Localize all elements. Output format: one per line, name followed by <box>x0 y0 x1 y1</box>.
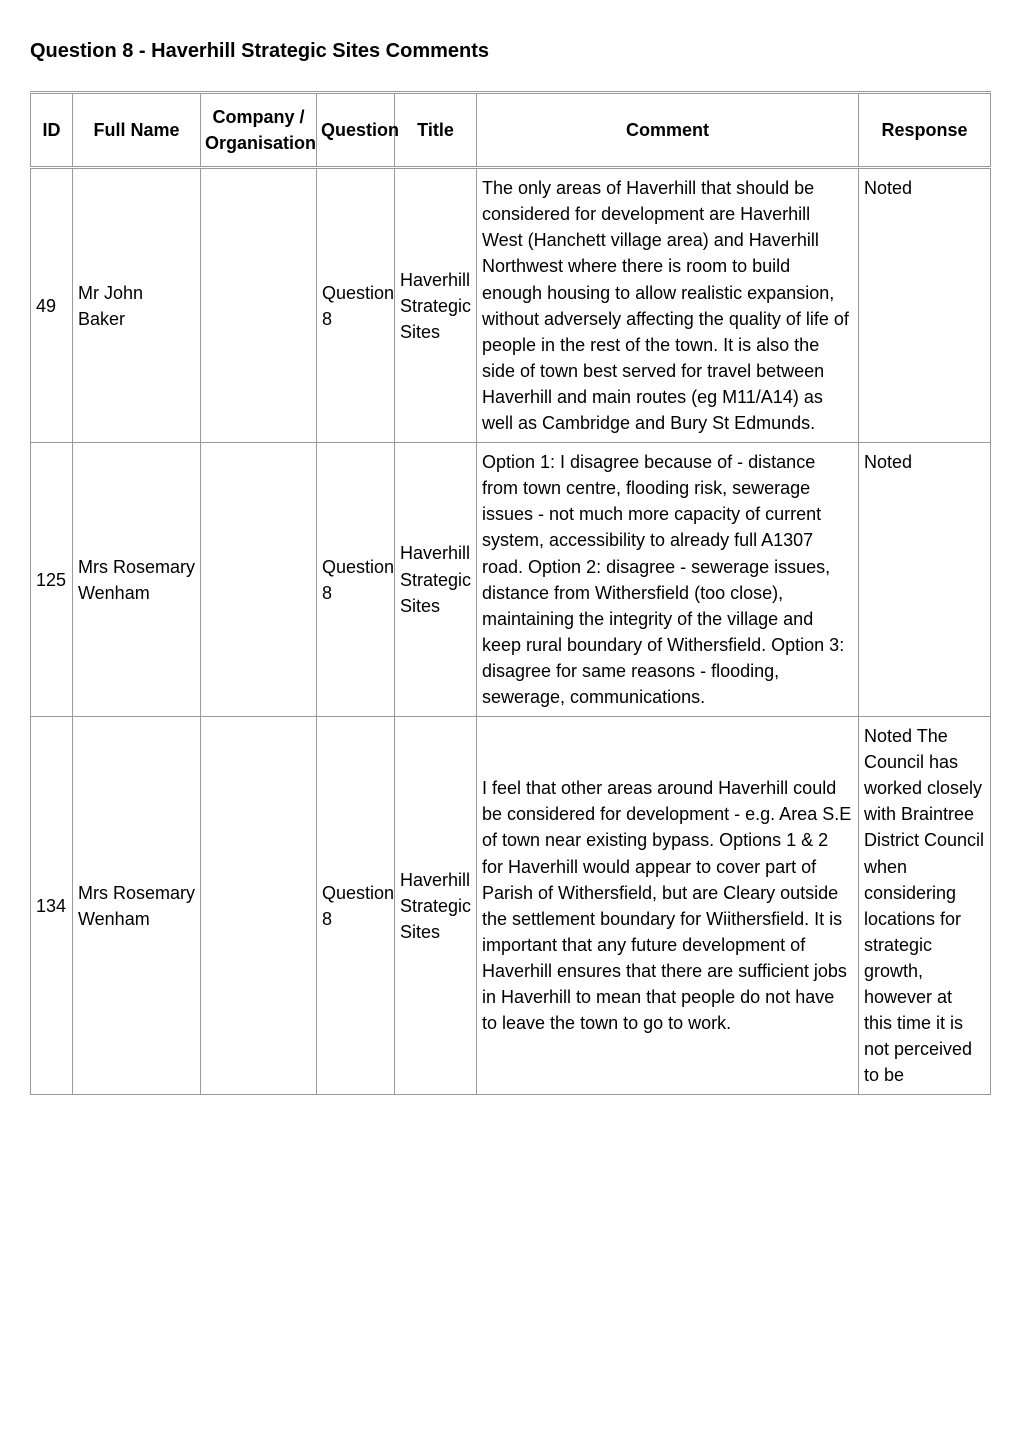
header-response: Response <box>859 93 991 168</box>
cell-comment: The only areas of Haverhill that should … <box>477 168 859 443</box>
page-title: Question 8 - Haverhill Strategic Sites C… <box>30 40 990 63</box>
cell-comment: Option 1: I disagree because of - distan… <box>477 443 859 717</box>
cell-id: 49 <box>31 168 73 443</box>
table-row: 125 Mrs Rosemary Wenham Question 8 Haver… <box>31 443 991 717</box>
header-id: ID <box>31 93 73 168</box>
header-comment: Comment <box>477 93 859 168</box>
comments-table: ID Full Name Company / Organisation Ques… <box>30 91 991 1095</box>
cell-response: Noted <box>859 443 991 717</box>
cell-title: Haverhill Strategic Sites <box>395 443 477 717</box>
header-question: Question <box>317 93 395 168</box>
table-row: 134 Mrs Rosemary Wenham Question 8 Haver… <box>31 717 991 1095</box>
cell-id: 125 <box>31 443 73 717</box>
cell-question: Question 8 <box>317 443 395 717</box>
cell-question: Question 8 <box>317 168 395 443</box>
cell-response: Noted <box>859 168 991 443</box>
cell-response: Noted The Council has worked closely wit… <box>859 717 991 1095</box>
cell-company <box>201 717 317 1095</box>
cell-company <box>201 443 317 717</box>
header-title: Title <box>395 93 477 168</box>
cell-title: Haverhill Strategic Sites <box>395 168 477 443</box>
cell-company <box>201 168 317 443</box>
table-row: 49 Mr John Baker Question 8 Haverhill St… <box>31 168 991 443</box>
cell-question: Question 8 <box>317 717 395 1095</box>
header-company: Company / Organisation <box>201 93 317 168</box>
cell-full-name: Mr John Baker <box>73 168 201 443</box>
cell-comment: I feel that other areas around Haverhill… <box>477 717 859 1095</box>
cell-full-name: Mrs Rosemary Wenham <box>73 717 201 1095</box>
cell-title: Haverhill Strategic Sites <box>395 717 477 1095</box>
header-full-name: Full Name <box>73 93 201 168</box>
table-header-row: ID Full Name Company / Organisation Ques… <box>31 93 991 168</box>
cell-id: 134 <box>31 717 73 1095</box>
cell-full-name: Mrs Rosemary Wenham <box>73 443 201 717</box>
